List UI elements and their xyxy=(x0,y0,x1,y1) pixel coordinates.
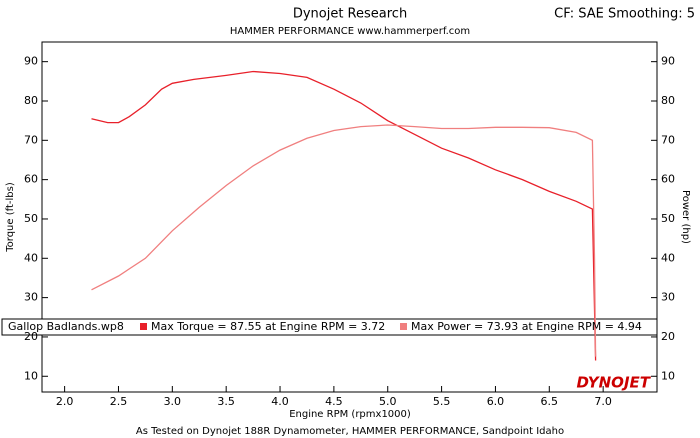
x-tick-label: 6.5 xyxy=(541,395,559,408)
series-line xyxy=(91,70,597,361)
x-tick-label: 6.0 xyxy=(487,395,505,408)
y-tick-label: 70 xyxy=(24,133,38,146)
y2-tick-label: 90 xyxy=(661,55,675,68)
x-axis-label: Engine RPM (rpmx1000) xyxy=(289,409,411,420)
legend-box xyxy=(1,318,658,336)
y-tick-label: 50 xyxy=(24,212,38,225)
y-tick-label: 80 xyxy=(24,94,38,107)
legend-title: Gallop Badlands.wp8 xyxy=(8,320,124,333)
x-tick-label: 2.0 xyxy=(56,395,74,408)
y-tick-label: 60 xyxy=(24,173,38,186)
y-tick-label: 20 xyxy=(24,330,38,343)
y2-tick-label: 70 xyxy=(661,133,675,146)
y2-tick-label: 20 xyxy=(661,330,675,343)
y-tick-label: 90 xyxy=(24,55,38,68)
x-tick-label: 5.0 xyxy=(379,395,397,408)
y-axis-label: Torque (ft-lbs) xyxy=(5,182,16,253)
y-tick-label: 10 xyxy=(24,369,38,382)
legend-swatch xyxy=(140,323,147,330)
y2-tick-label: 60 xyxy=(661,173,675,186)
x-tick-label: 4.5 xyxy=(325,395,343,408)
chart-title: Dynojet Research xyxy=(293,7,407,22)
y-tick-label: 30 xyxy=(24,291,38,304)
x-tick-label: 4.0 xyxy=(271,395,289,408)
y2-tick-label: 80 xyxy=(661,94,675,107)
x-tick-label: 7.0 xyxy=(594,395,612,408)
y-tick-label: 40 xyxy=(24,251,38,264)
y2-tick-label: 10 xyxy=(661,369,675,382)
series-line xyxy=(91,124,597,357)
plot-area xyxy=(41,41,658,393)
y2-tick-label: 50 xyxy=(661,212,675,225)
legend-label: Max Power = 73.93 at Engine RPM = 4.94 xyxy=(411,320,642,333)
footer: As Tested on Dynojet 188R Dynamometer, H… xyxy=(136,426,564,437)
header-right: CF: SAE Smoothing: 5 xyxy=(554,7,695,22)
logo: DYNOJET xyxy=(576,374,651,392)
x-tick-label: 3.0 xyxy=(164,395,182,408)
y2-axis-label: Power (hp) xyxy=(680,190,691,244)
x-tick-label: 5.5 xyxy=(433,395,451,408)
x-tick-label: 2.5 xyxy=(110,395,128,408)
chart-subtitle: HAMMER PERFORMANCE www.hammerperf.com xyxy=(230,26,470,37)
legend-label: Max Torque = 87.55 at Engine RPM = 3.72 xyxy=(151,320,385,333)
legend-swatch xyxy=(400,323,407,330)
y2-tick-label: 40 xyxy=(661,251,675,264)
y2-tick-label: 30 xyxy=(661,291,675,304)
x-tick-label: 3.5 xyxy=(217,395,235,408)
